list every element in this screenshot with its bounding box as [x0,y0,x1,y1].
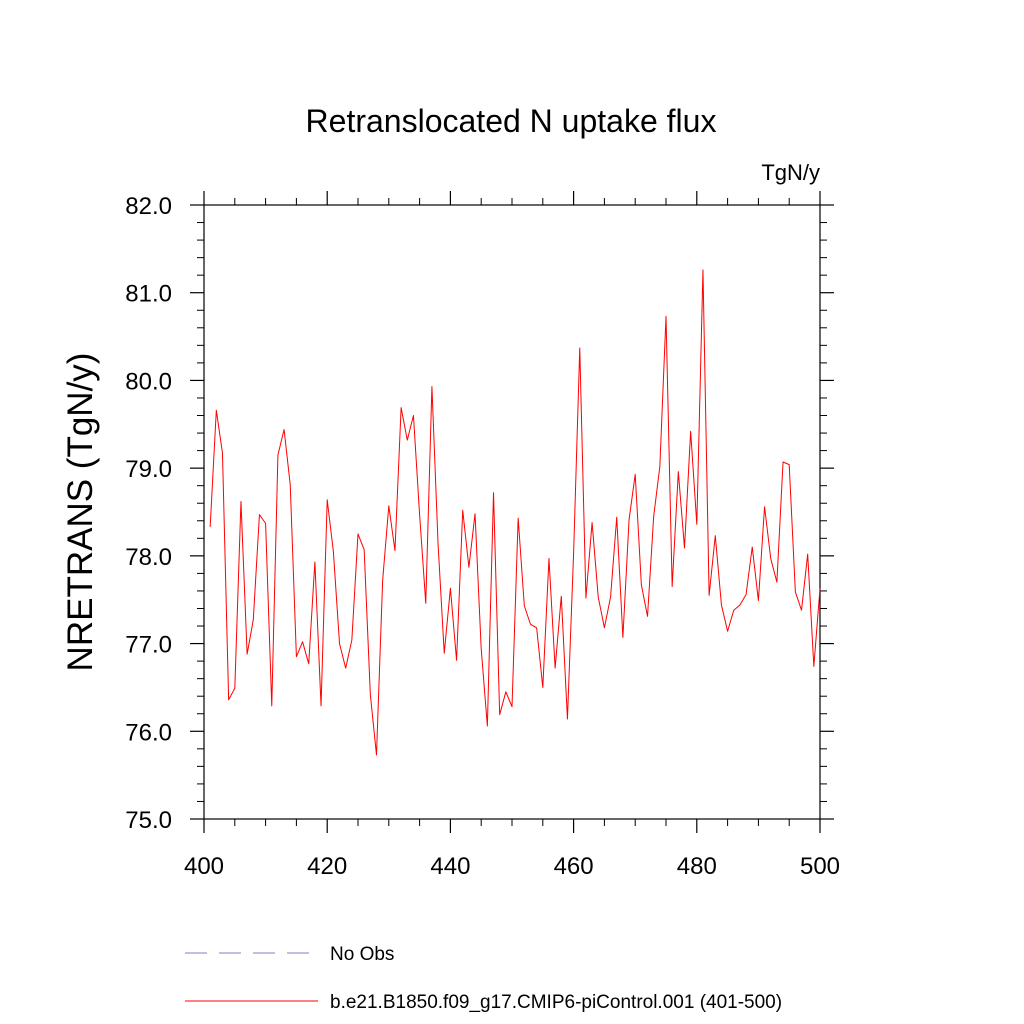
y-tick-label: 81.0 [125,281,172,308]
y-axis-tick-labels: 75.0 76.0 77.0 78.0 79.0 80.0 81.0 82.0 [125,193,172,834]
x-tick-label: 440 [430,853,470,880]
x-tick-label: 420 [307,853,347,880]
x-axis-tick-labels: 400 420 440 460 480 500 [184,853,840,880]
legend-label-no-obs: No Obs [330,944,394,965]
units-label: TgN/y [761,160,820,185]
y-tick-label: 75.0 [125,807,172,834]
y-tick-label: 76.0 [125,719,172,746]
axis-ticks [190,191,834,833]
plot-frame [203,204,821,820]
y-tick-label: 77.0 [125,632,172,659]
legend-label-model-run: b.e21.B1850.f09_g17.CMIP6-piControl.001 … [330,992,782,1013]
series-layer [209,269,821,756]
y-tick-label: 78.0 [125,544,172,571]
y-tick-label: 80.0 [125,368,172,395]
x-tick-label: 400 [184,853,224,880]
y-tick-label: 79.0 [125,456,172,483]
series-line-0 [209,269,821,756]
legend: No Obs b.e21.B1850.f09_g17.CMIP6-piContr… [185,944,782,1013]
chart-title: Retranslocated N uptake flux [306,103,717,139]
x-tick-label: 500 [800,853,840,880]
x-tick-label: 460 [554,853,594,880]
y-axis-title: NRETRANS (TgN/y) [61,353,100,672]
y-tick-label: 82.0 [125,193,172,220]
x-tick-label: 480 [677,853,717,880]
